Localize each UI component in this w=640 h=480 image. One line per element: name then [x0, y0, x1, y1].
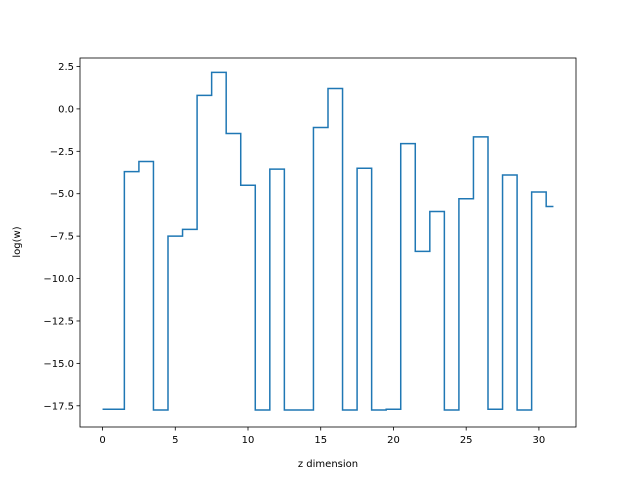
x-tick-label: 20 [387, 435, 400, 446]
y-tick-label: −12.5 [43, 316, 74, 327]
y-tick-label: −7.5 [50, 232, 74, 243]
y-tick-label: −5.0 [50, 189, 74, 200]
x-tick-label: 30 [533, 435, 546, 446]
x-axis-ticks: 0 5 10 15 20 25 30 [99, 427, 545, 446]
x-tick-label: 25 [460, 435, 473, 446]
y-axis-ticks: 2.5 0.0 −2.5 −5.0 −7.5 −10.0 −12.5 −15.0 −17.5 [43, 62, 80, 412]
y-tick-label: 2.5 [58, 62, 74, 73]
y-axis-label: log(w) [12, 226, 23, 257]
y-tick-label: 0.0 [58, 104, 74, 115]
y-tick-label: −17.5 [43, 401, 74, 412]
x-tick-label: 5 [172, 435, 178, 446]
y-tick-label: −15.0 [43, 359, 74, 370]
y-tick-label: −10.0 [43, 274, 74, 285]
series-line [102, 71, 554, 411]
x-tick-label: 15 [314, 435, 327, 446]
x-axis-label: z dimension [298, 459, 358, 470]
plot-frame [79, 57, 577, 428]
series-layer [102, 71, 554, 411]
y-tick-label: −2.5 [50, 147, 74, 158]
x-tick-label: 0 [99, 435, 105, 446]
x-tick-label: 10 [242, 435, 255, 446]
